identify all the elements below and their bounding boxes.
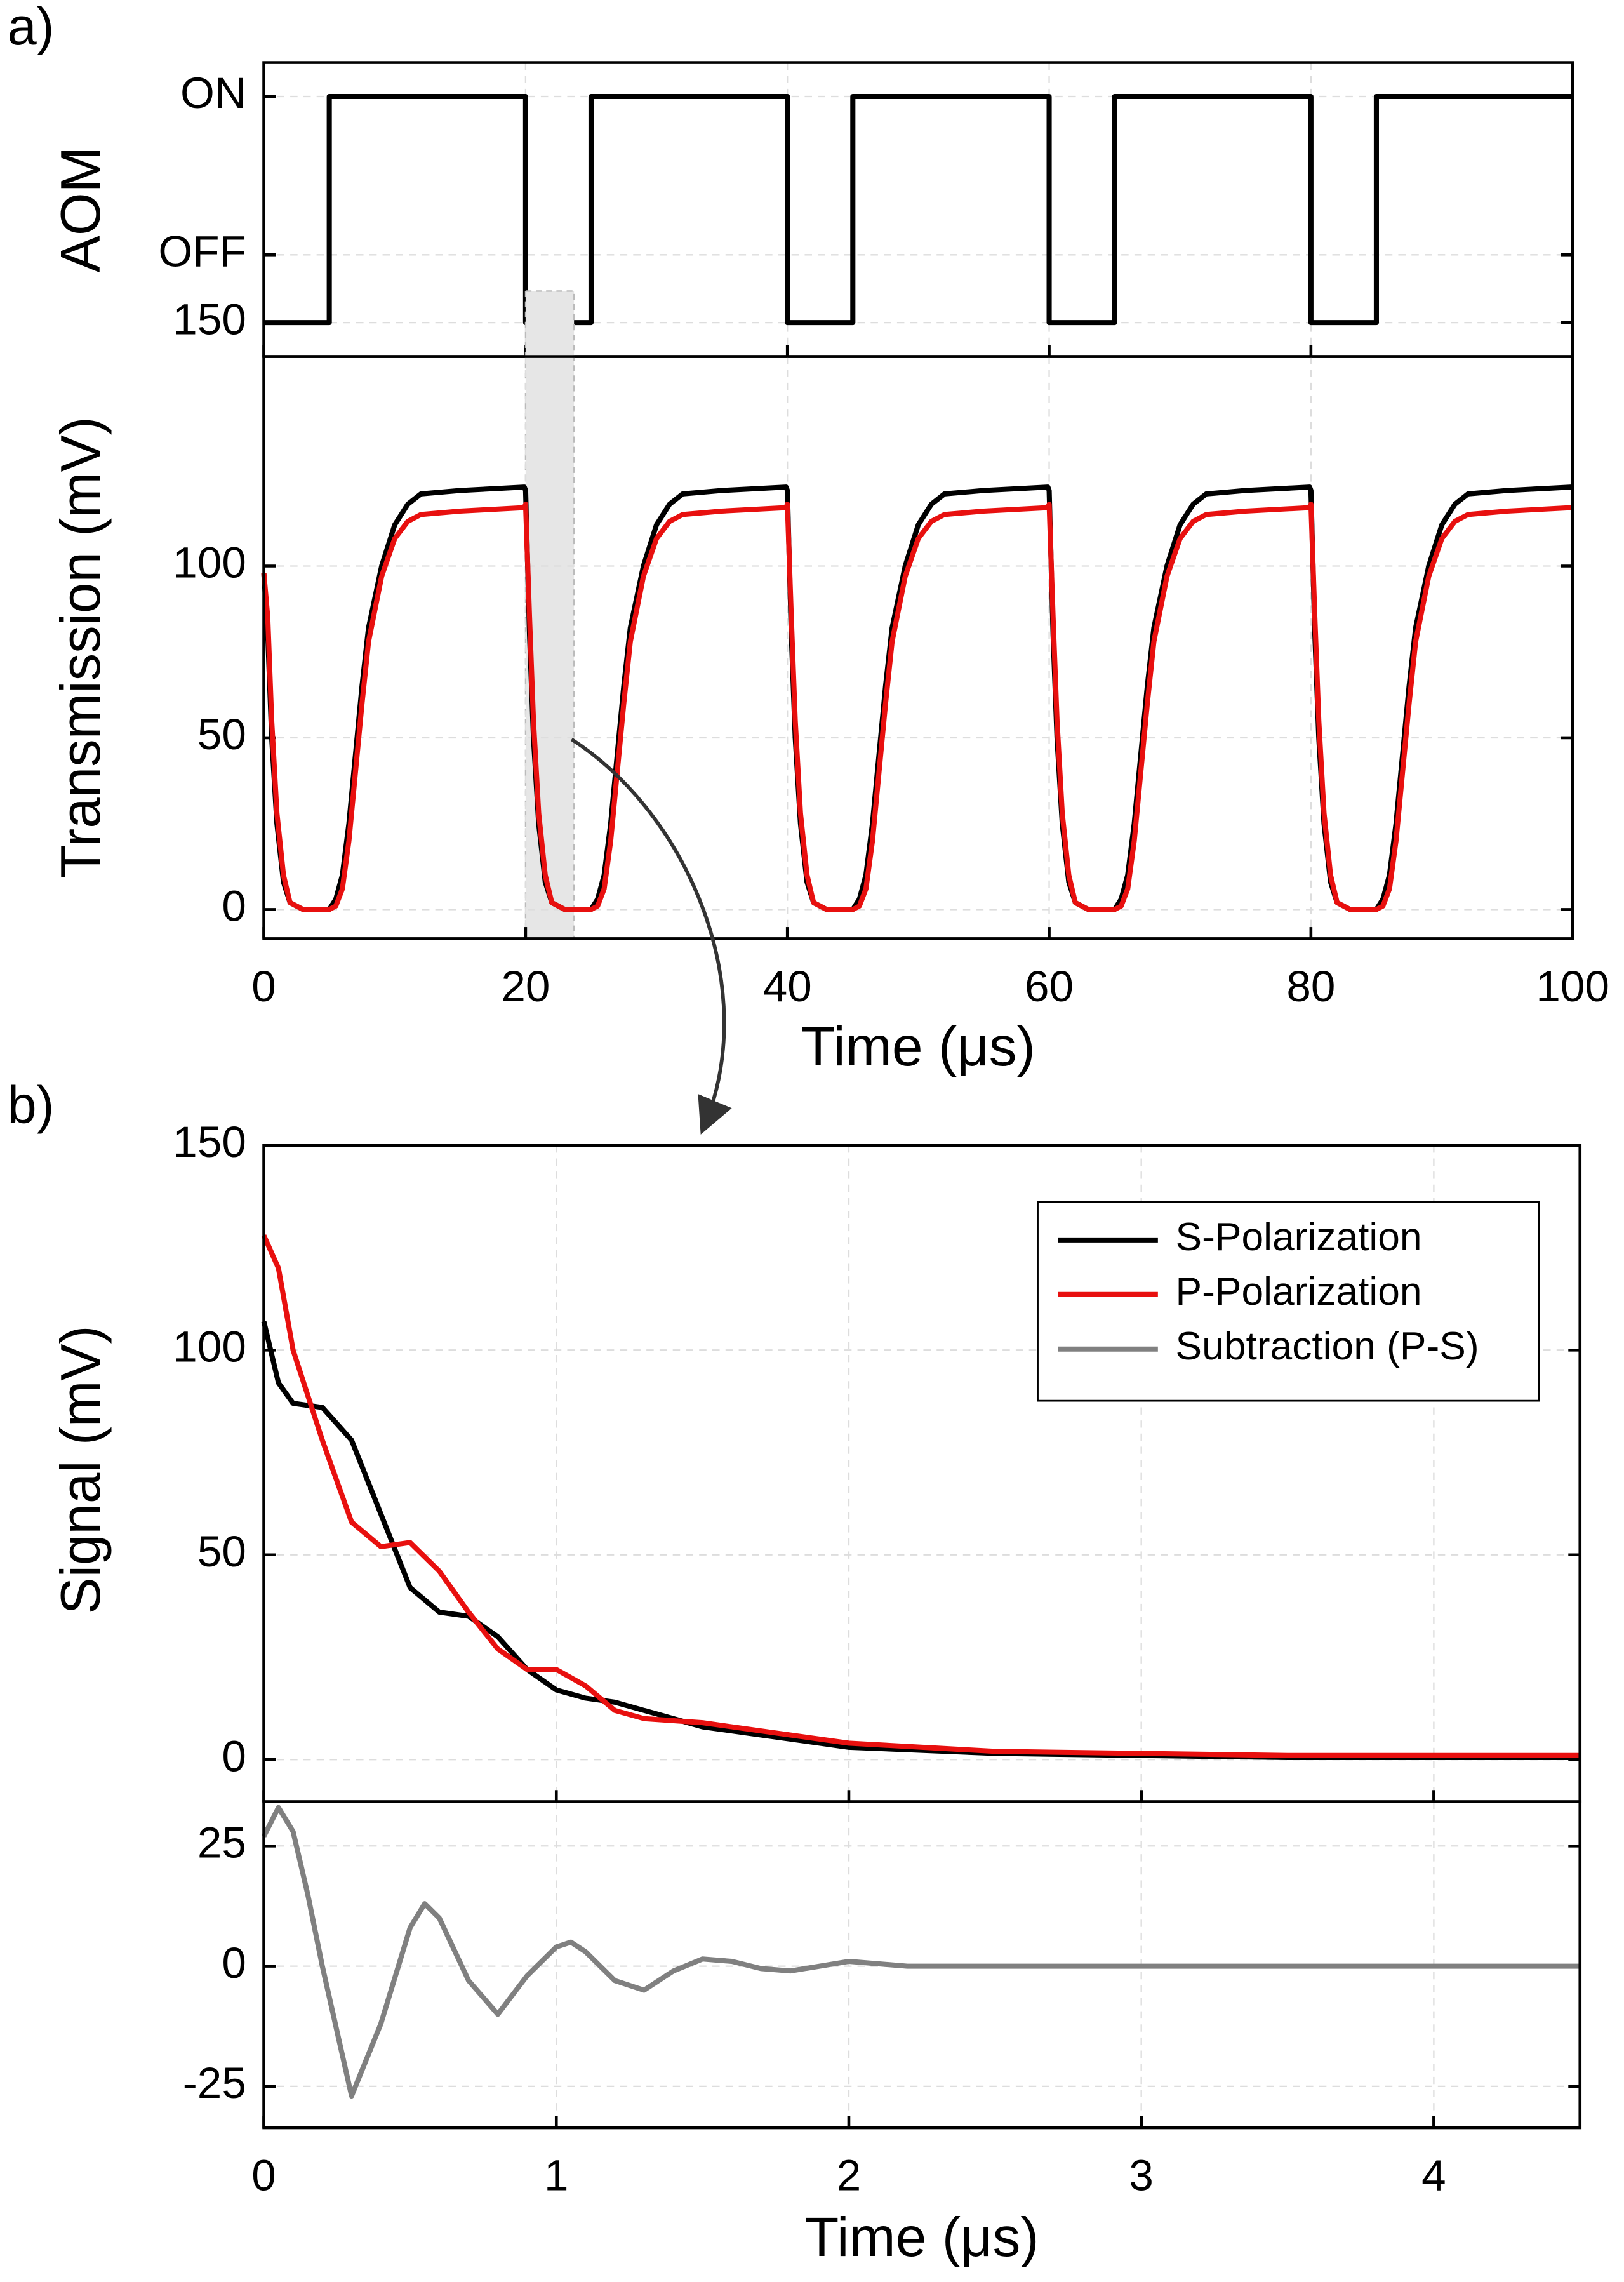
y-axis-label: AOM — [50, 147, 112, 272]
x-tick-label: 0 — [251, 962, 276, 1011]
y-tick-label: 50 — [197, 1527, 246, 1576]
y-tick-label: 150 — [173, 1118, 246, 1166]
y-tick-label: 150 — [173, 295, 246, 344]
x-tick-label: 0 — [251, 2151, 276, 2200]
y-axis-label: Transmission (mV) — [50, 417, 112, 878]
highlight-region — [524, 290, 575, 940]
x-axis-label: Time (μs) — [801, 1015, 1035, 1078]
y-tick-label: 100 — [173, 538, 246, 587]
y-tick-label: ON — [180, 69, 246, 117]
x-tick-label: 4 — [1421, 2151, 1446, 2200]
y-tick-label: 100 — [173, 1323, 246, 1371]
y-tick-label: 0 — [222, 1732, 246, 1781]
y-tick-label: -25 — [183, 2058, 246, 2107]
series-line — [261, 502, 1572, 912]
y-tick-label: 50 — [197, 710, 246, 759]
zoom-arrow — [570, 737, 732, 1135]
y-tick-label: 25 — [197, 1818, 246, 1867]
y-axis-label: Signal (mV) — [50, 1326, 112, 1615]
panel-label: a) — [8, 0, 55, 56]
y-tick-label: 0 — [222, 882, 246, 931]
series-line — [261, 1234, 1580, 1758]
y-tick-label: OFF — [158, 227, 246, 276]
series-line — [261, 484, 1572, 912]
series-line — [261, 1805, 1580, 2099]
series-line — [263, 93, 1573, 326]
x-axis-label: Time (μs) — [805, 2206, 1039, 2268]
legend-label: Subtraction (P-S) — [1176, 1324, 1479, 1368]
x-tick-label: 100 — [1536, 962, 1609, 1011]
x-tick-label: 2 — [837, 2151, 862, 2200]
x-tick-label: 20 — [501, 962, 550, 1011]
x-tick-label: 3 — [1129, 2151, 1154, 2200]
panel-label: b) — [8, 1076, 55, 1135]
x-tick-label: 80 — [1286, 962, 1335, 1011]
legend-box — [1037, 1201, 1540, 1402]
plot-frame — [262, 355, 1574, 940]
legend-label: S-Polarization — [1176, 1215, 1422, 1259]
legend-label: P-Polarization — [1176, 1270, 1422, 1314]
plot-frame — [262, 1800, 1582, 2130]
x-tick-label: 1 — [544, 2151, 569, 2200]
x-tick-label: 60 — [1025, 962, 1074, 1011]
y-tick-label: 0 — [222, 1938, 246, 1987]
x-tick-label: 40 — [763, 962, 812, 1011]
